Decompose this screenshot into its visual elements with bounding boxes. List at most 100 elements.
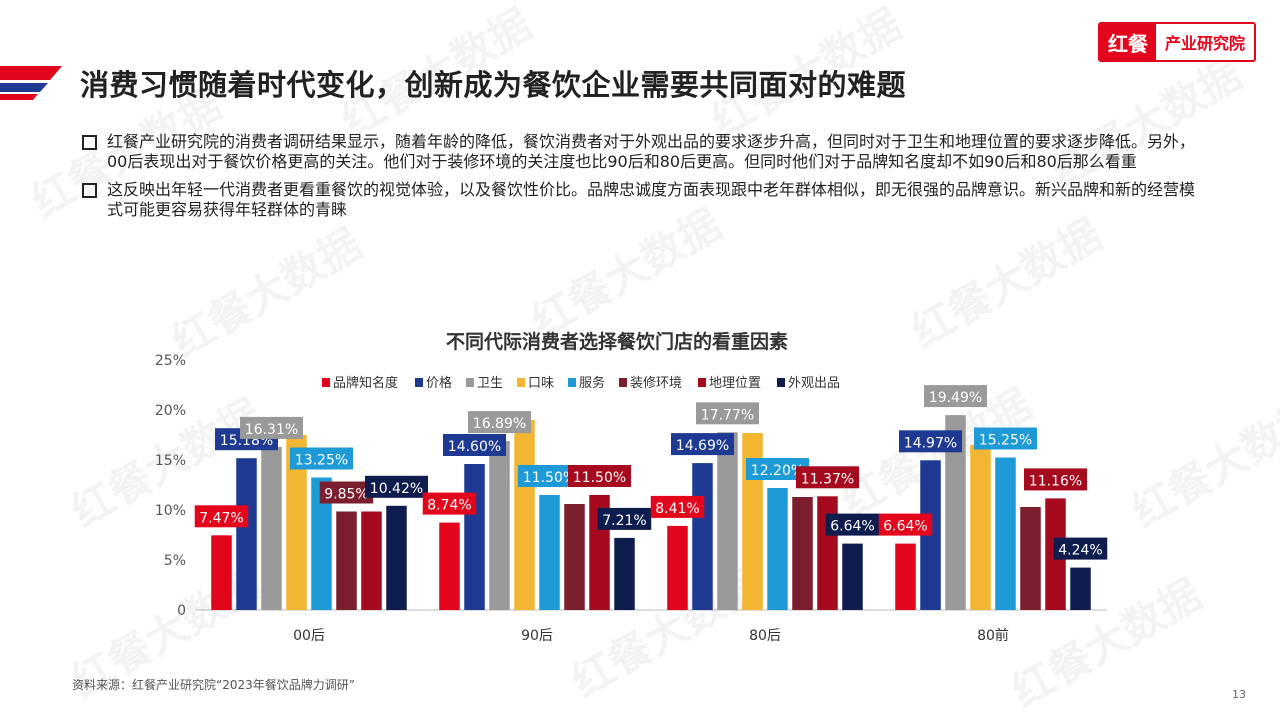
data-label: 8.41% xyxy=(655,501,699,517)
x-tick-label: 80后 xyxy=(749,628,781,644)
data-label-box xyxy=(597,507,652,530)
data-label-box xyxy=(825,513,880,536)
logo-mark: 红餐 xyxy=(1099,24,1156,60)
data-label: 16.89% xyxy=(473,416,526,432)
data-label-box xyxy=(899,430,962,453)
bullet-item: 红餐产业研究院的消费者调研结果显示，随着年龄的降低，餐饮消费者对于外观出品的要求… xyxy=(80,132,1210,172)
bar xyxy=(514,420,535,610)
legend-label: 卫生 xyxy=(477,376,503,391)
data-label: 4.24% xyxy=(1058,543,1102,559)
legend-label: 外观出品 xyxy=(788,376,840,391)
data-label: 15.25% xyxy=(979,433,1032,449)
legend-label: 地理位置 xyxy=(709,376,761,391)
bar xyxy=(614,537,635,610)
data-label-box xyxy=(650,495,705,518)
chart-title: 不同代际消费者选择餐饮门店的看重因素 xyxy=(446,330,788,353)
legend-swatch xyxy=(777,378,785,387)
bar xyxy=(792,497,813,610)
bar xyxy=(842,543,863,610)
bar xyxy=(539,495,560,610)
data-label: 11.16% xyxy=(1029,473,1082,489)
bar xyxy=(386,505,407,610)
data-label-box xyxy=(319,481,374,504)
data-label-box xyxy=(671,433,734,456)
legend-label: 价格 xyxy=(426,375,452,391)
data-label-box xyxy=(240,416,303,439)
data-label-box xyxy=(696,402,759,425)
bar xyxy=(1020,507,1041,610)
y-tick-label: 10% xyxy=(155,503,186,519)
legend-label: 装修环境 xyxy=(630,376,682,391)
bar xyxy=(286,435,307,610)
data-label-box xyxy=(194,505,249,528)
bar xyxy=(692,463,713,610)
bullet-list: 红餐产业研究院的消费者调研结果显示，随着年龄的降低，餐饮消费者对于外观出品的要求… xyxy=(80,132,1210,228)
logo-text: 产业研究院 xyxy=(1155,24,1254,60)
x-tick-label: 80前 xyxy=(977,627,1009,644)
bar xyxy=(439,522,460,610)
bar xyxy=(489,441,510,610)
y-tick-label: 20% xyxy=(155,403,186,419)
bar xyxy=(817,496,838,610)
data-label: 11.50% xyxy=(573,470,626,486)
bar xyxy=(311,477,332,610)
data-label-box xyxy=(1053,537,1108,560)
bar xyxy=(767,488,788,610)
bar xyxy=(261,446,282,610)
bullet-text: 这反映出年轻一代消费者更看重餐饮的视觉体验，以及餐饮性价比。品牌忠诚度方面表现跟… xyxy=(107,180,1196,219)
y-tick-label: 25% xyxy=(155,353,186,369)
bar xyxy=(236,458,257,610)
square-bullet-icon xyxy=(82,183,97,198)
data-label-box xyxy=(290,447,353,470)
bullet-text: 红餐产业研究院的消费者调研结果显示，随着年龄的降低，餐饮消费者对于外观出品的要求… xyxy=(107,132,1196,171)
data-label: 11.37% xyxy=(801,471,854,487)
bar xyxy=(970,445,991,610)
data-label-box xyxy=(365,475,428,498)
legend-swatch xyxy=(415,378,423,387)
data-label: 10.42% xyxy=(370,481,423,497)
data-label: 12.20% xyxy=(751,463,804,479)
data-label-box xyxy=(796,466,859,489)
legend-label: 口味 xyxy=(528,376,554,391)
bar xyxy=(945,415,966,610)
bullet-item: 这反映出年轻一代消费者更看重餐饮的视觉体验，以及餐饮性价比。品牌忠诚度方面表现跟… xyxy=(80,180,1210,220)
data-label-box xyxy=(974,427,1037,450)
square-bullet-icon xyxy=(82,135,97,150)
legend-swatch xyxy=(466,378,474,387)
data-label-box xyxy=(746,458,809,480)
data-label: 6.64% xyxy=(830,519,874,535)
data-label: 17.77% xyxy=(701,407,754,423)
data-label-box xyxy=(568,465,631,487)
y-tick-label: 5% xyxy=(164,553,186,569)
legend-swatch xyxy=(698,378,706,387)
data-label-box xyxy=(422,492,477,515)
bar xyxy=(464,464,485,610)
data-label-box xyxy=(468,411,531,434)
y-tick-label: 0 xyxy=(177,603,186,619)
legend-swatch xyxy=(517,378,525,387)
bar xyxy=(995,457,1016,610)
data-label-box xyxy=(443,434,506,456)
data-label: 14.97% xyxy=(904,435,957,451)
data-label: 7.47% xyxy=(199,510,243,526)
legend-swatch xyxy=(619,378,627,387)
page-title: 消费习惯随着时代变化，创新成为餐饮企业需要共同面对的难题 xyxy=(80,68,907,102)
x-tick-label: 90后 xyxy=(521,628,553,644)
data-label-box xyxy=(878,513,933,536)
data-label: 6.64% xyxy=(883,519,927,535)
x-tick-label: 00后 xyxy=(293,628,325,644)
bar xyxy=(667,525,688,610)
bar xyxy=(895,543,916,610)
data-label: 13.25% xyxy=(295,453,348,469)
bar xyxy=(361,511,382,610)
data-labels: 7.47%15.18%16.31%13.25%9.85% 10.42%8.74%1… xyxy=(194,385,1108,560)
data-label: 11.50% xyxy=(523,470,576,486)
bar xyxy=(1070,567,1091,610)
data-label: 14.60% xyxy=(448,439,501,455)
legend-swatch xyxy=(322,378,330,387)
legend-label: 服务 xyxy=(579,375,605,391)
source-note: 资料来源：红餐产业研究院“2023年餐饮品牌力调研” xyxy=(72,678,355,692)
bar xyxy=(211,535,232,610)
data-label: 19.49% xyxy=(929,390,982,406)
bar-chart: 不同代际消费者选择餐饮门店的看重因素 0 5% 10% 15% 20% 25% 品牌知名度… xyxy=(155,330,1108,644)
